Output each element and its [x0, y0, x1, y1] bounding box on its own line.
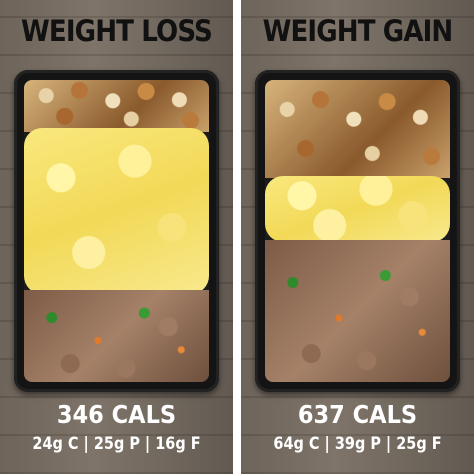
weight-loss-macros: 24g C | 25g P | 16g F — [32, 434, 201, 454]
weight-gain-potatoes — [265, 80, 450, 178]
weight-gain-panel: WEIGHT GAIN 637 CALS 64g C | 39g P | 25g… — [241, 0, 474, 474]
weight-gain-sausage-veggies — [265, 240, 450, 382]
weight-gain-eggs — [265, 176, 450, 242]
panel-divider — [233, 0, 241, 474]
weight-gain-calories: 637 CALS — [297, 400, 418, 429]
weight-loss-potatoes — [24, 80, 209, 132]
weight-gain-heading: WEIGHT GAIN — [262, 14, 454, 48]
weight-gain-macros: 64g C | 39g P | 25g F — [273, 434, 442, 454]
weight-loss-meal-container — [14, 70, 219, 392]
weight-loss-panel: WEIGHT LOSS 346 CALS 24g C | 25g P | 16g… — [0, 0, 233, 474]
weight-loss-sausage-veggies — [24, 290, 209, 382]
weight-gain-meal-container — [255, 70, 460, 392]
weight-loss-eggs — [24, 128, 209, 294]
weight-loss-heading: WEIGHT LOSS — [21, 14, 213, 48]
weight-loss-calories: 346 CALS — [56, 400, 177, 429]
